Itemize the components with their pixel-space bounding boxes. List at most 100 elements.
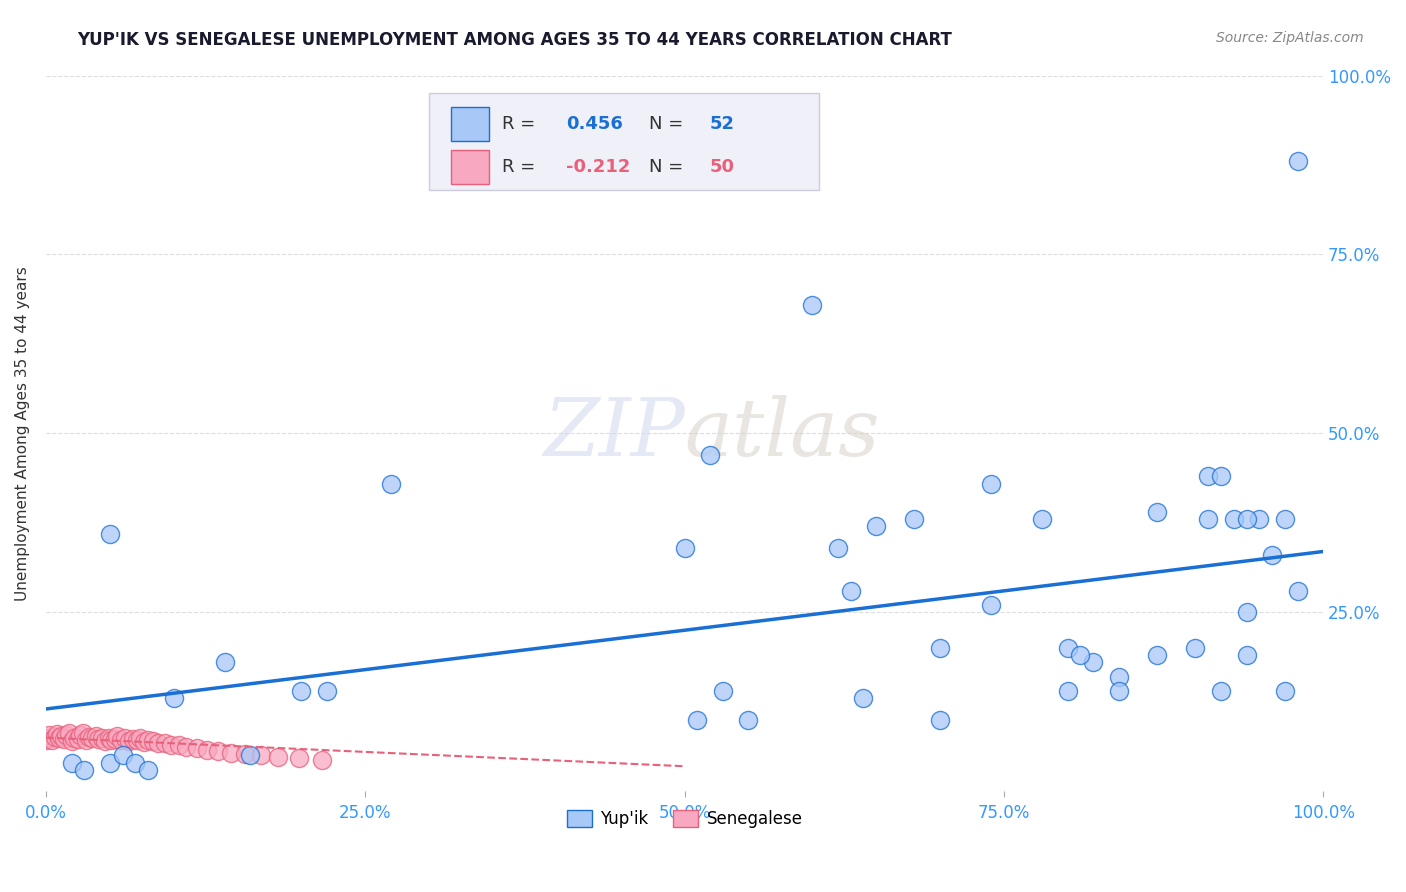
Point [136, 763, 159, 777]
Point [711, 684, 734, 698]
Text: 50: 50 [710, 158, 735, 176]
Point [737, 713, 759, 727]
Point [1236, 605, 1258, 619]
Point [35, 732, 58, 747]
Point [1197, 512, 1219, 526]
Point [207, 744, 229, 758]
Point [1274, 512, 1296, 526]
Point [63, 731, 86, 745]
Point [114, 731, 136, 746]
Point [100, 733, 122, 747]
Point [66, 732, 89, 747]
Point [58, 725, 80, 739]
Point [60, 756, 83, 770]
Point [1261, 548, 1284, 562]
Point [55, 728, 77, 742]
Point [233, 747, 256, 761]
Point [142, 734, 165, 748]
Point [311, 753, 333, 767]
Point [903, 512, 925, 526]
Point [1236, 648, 1258, 663]
Point [163, 691, 186, 706]
FancyBboxPatch shape [451, 150, 489, 184]
Text: N =: N = [648, 158, 689, 176]
Point [980, 598, 1002, 612]
Point [46, 727, 69, 741]
Point [153, 736, 176, 750]
Point [87, 732, 110, 747]
Point [1222, 512, 1244, 526]
Point [79, 730, 101, 744]
Point [219, 746, 242, 760]
Point [239, 748, 262, 763]
Point [673, 541, 696, 555]
Point [1031, 512, 1053, 526]
Point [84, 729, 107, 743]
Point [176, 739, 198, 754]
Point [44, 730, 66, 744]
Text: -0.212: -0.212 [565, 158, 630, 176]
Point [52, 732, 75, 747]
Point [41, 733, 63, 747]
Point [1236, 512, 1258, 526]
Point [73, 763, 96, 777]
Point [1184, 641, 1206, 656]
Point [160, 738, 183, 752]
Legend: Yup'ik, Senegalese: Yup'ik, Senegalese [560, 803, 810, 835]
Point [929, 641, 952, 656]
Point [980, 476, 1002, 491]
Point [110, 732, 132, 747]
Point [48, 731, 70, 746]
Point [136, 732, 159, 747]
Point [1069, 648, 1091, 663]
Point [290, 684, 312, 698]
Point [38, 728, 60, 742]
Point [60, 734, 83, 748]
Point [1274, 684, 1296, 698]
Text: Source: ZipAtlas.com: Source: ZipAtlas.com [1216, 31, 1364, 45]
Text: R =: R = [502, 158, 541, 176]
Point [267, 750, 290, 764]
Point [91, 731, 114, 745]
Point [93, 734, 115, 748]
Point [827, 541, 849, 555]
Point [118, 734, 141, 748]
Text: N =: N = [648, 115, 689, 133]
Point [839, 583, 862, 598]
Point [97, 731, 120, 746]
Point [214, 656, 236, 670]
Point [167, 739, 190, 753]
Point [69, 728, 91, 742]
Point [104, 732, 127, 747]
Point [852, 691, 875, 706]
Point [1146, 505, 1168, 519]
Point [134, 735, 156, 749]
Point [288, 751, 311, 765]
Text: 0.456: 0.456 [565, 115, 623, 133]
Point [51, 729, 73, 743]
Point [98, 756, 121, 770]
Text: ZIP: ZIP [543, 394, 685, 472]
Point [1056, 684, 1078, 698]
Point [75, 732, 97, 747]
Point [37, 731, 59, 745]
Point [249, 748, 271, 763]
Point [1056, 641, 1078, 656]
Point [1286, 154, 1309, 169]
Point [1209, 684, 1232, 698]
Text: 52: 52 [710, 115, 735, 133]
Point [1286, 583, 1309, 598]
Y-axis label: Unemployment Among Ages 35 to 44 years: Unemployment Among Ages 35 to 44 years [15, 266, 30, 601]
Text: atlas: atlas [685, 394, 880, 472]
FancyBboxPatch shape [451, 107, 489, 141]
Point [865, 519, 887, 533]
FancyBboxPatch shape [429, 94, 818, 190]
Point [1108, 670, 1130, 684]
Point [1197, 469, 1219, 483]
Point [72, 726, 94, 740]
Point [124, 756, 146, 770]
Text: R =: R = [502, 115, 541, 133]
Point [929, 713, 952, 727]
Point [107, 729, 129, 743]
Point [98, 526, 121, 541]
